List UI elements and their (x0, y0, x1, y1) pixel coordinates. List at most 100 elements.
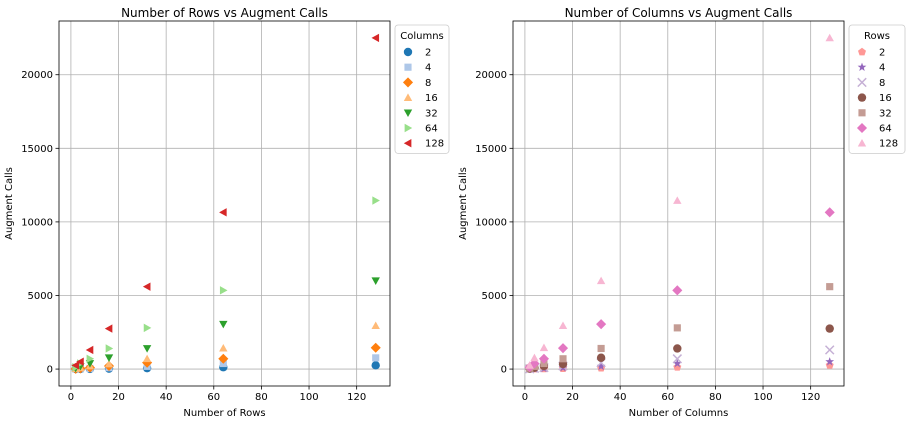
x-tick-label: 60 (207, 392, 220, 403)
data-point (596, 276, 606, 285)
data-point (558, 321, 568, 330)
data-point (673, 196, 682, 204)
data-point (219, 320, 228, 329)
x-tick-label: 120 (347, 392, 366, 403)
legend-marker (403, 139, 412, 148)
data-point (76, 357, 84, 366)
data-point (596, 319, 607, 330)
x-tick-label: 40 (160, 392, 173, 403)
x-tick-label: 20 (112, 392, 125, 403)
legend-label: 2 (425, 48, 431, 59)
data-point (219, 286, 228, 295)
plot-frame (58, 20, 391, 387)
data-point (104, 359, 114, 368)
legend-label: 64 (425, 124, 438, 135)
legend-marker (403, 47, 413, 57)
data-point (370, 342, 381, 353)
legend-label: 16 (879, 93, 892, 104)
data-point (218, 353, 229, 364)
rows-vs-augment-calls-panel: 0 20 40 60 80 100 120 0 5000 10000 15000 20000 Numbe… (4, 6, 450, 419)
legend-marker (403, 109, 413, 117)
data-point (104, 324, 113, 333)
legend-marker (403, 93, 413, 101)
data-point (530, 353, 539, 362)
data-point (538, 353, 549, 364)
columns-vs-augment-calls-panel: 0 20 40 60 80 100 120 0 5000 10000 15000 20000 Numbe… (458, 6, 906, 419)
data-points (70, 33, 381, 374)
data-point (525, 361, 534, 369)
data-point (825, 33, 834, 42)
y-tick-label: 10000 (21, 217, 53, 228)
data-point (596, 353, 606, 362)
data-point (825, 357, 835, 366)
legend-label: 16 (425, 93, 438, 104)
data-point (826, 283, 834, 291)
data-point (105, 344, 114, 353)
data-point (85, 345, 94, 355)
data-point (557, 343, 569, 354)
legend-marker (857, 93, 867, 102)
data-point (104, 354, 114, 362)
data-point (372, 354, 380, 362)
y-tick-label: 15000 (475, 144, 507, 155)
y-tick-label: 15000 (21, 144, 53, 155)
data-point (86, 354, 95, 363)
data-point (372, 196, 380, 205)
y-tick-label: 10000 (475, 217, 507, 228)
legend-label: 2 (879, 48, 885, 59)
legend-marker (857, 139, 867, 147)
data-point (673, 344, 682, 353)
legend-marker (404, 123, 413, 133)
x-tick-label: 20 (566, 392, 579, 403)
legend-label: 64 (879, 124, 892, 135)
y-tick-label: 5000 (482, 291, 507, 302)
legend-box (848, 24, 906, 154)
legend-box (394, 24, 450, 154)
x-tick-label: 40 (614, 392, 627, 403)
legend-label: 32 (879, 108, 892, 119)
grid (59, 21, 390, 386)
grid (513, 21, 844, 386)
chart-title: Number of Columns vs Augment Calls (565, 6, 793, 20)
data-point (673, 324, 681, 332)
chart-title: Number of Rows vs Augment Calls (121, 6, 328, 20)
y-tick-label: 20000 (475, 70, 507, 81)
series-128 (71, 33, 380, 370)
x-tick-label: 100 (299, 392, 318, 403)
legend-label: 32 (425, 108, 438, 119)
y-axis-label: Augment Calls (458, 167, 469, 240)
legend-label: 8 (425, 78, 431, 89)
legend-marker (856, 122, 868, 134)
data-point (559, 355, 567, 363)
legend-marker (858, 47, 866, 56)
data-point (539, 343, 549, 352)
data-point (371, 33, 380, 43)
data-points (524, 33, 835, 374)
data-point (219, 343, 228, 352)
data-point (672, 285, 683, 296)
legend-label: 128 (879, 139, 898, 150)
x-axis-label: Number of Rows (183, 408, 265, 419)
x-tick-label: 100 (753, 392, 772, 403)
series-128 (525, 33, 834, 369)
x-tick-label: 0 (522, 392, 528, 403)
data-point (596, 361, 606, 371)
x-tick-label: 80 (255, 392, 268, 403)
x-axis-label: Number of Columns (629, 408, 729, 419)
data-point (143, 323, 152, 333)
data-point (142, 354, 152, 363)
data-point (825, 324, 834, 333)
data-point (371, 321, 380, 330)
legend-marker (402, 77, 414, 88)
y-axis-label: Augment Calls (4, 167, 15, 240)
y-tick-label: 0 (501, 365, 507, 376)
data-point (371, 361, 380, 370)
data-point (142, 282, 151, 291)
x-tick-label: 80 (709, 392, 722, 403)
y-tick-label: 0 (47, 365, 53, 376)
x-tick-label: 60 (661, 392, 674, 403)
legend: Rows 2 4 8 16 32 64 128 (848, 24, 906, 154)
legend-marker (857, 77, 867, 88)
legend-title: Columns (400, 31, 444, 42)
